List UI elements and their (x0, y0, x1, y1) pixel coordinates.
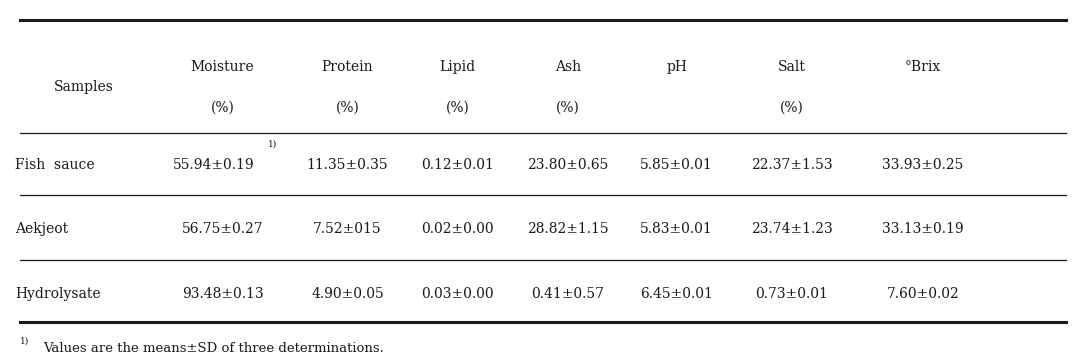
Text: 0.12±0.01: 0.12±0.01 (421, 158, 494, 171)
Text: 0.73±0.01: 0.73±0.01 (755, 287, 829, 301)
Text: Values are the means±SD of three determinations.: Values are the means±SD of three determi… (43, 342, 384, 355)
Text: Moisture: Moisture (191, 60, 254, 74)
Text: Lipid: Lipid (440, 60, 476, 74)
Text: pH: pH (666, 60, 687, 74)
Text: 5.85±0.01: 5.85±0.01 (641, 158, 712, 171)
Text: (%): (%) (446, 100, 469, 114)
Text: 22.37±1.53: 22.37±1.53 (750, 158, 833, 171)
Text: Aekjeot: Aekjeot (15, 222, 68, 236)
Text: 0.03±0.00: 0.03±0.00 (421, 287, 494, 301)
Text: (%): (%) (556, 100, 580, 114)
Text: Salt: Salt (778, 60, 806, 74)
Text: 1): 1) (20, 336, 29, 345)
Text: Samples: Samples (54, 80, 114, 94)
Text: 7.52±015: 7.52±015 (313, 222, 382, 236)
Text: Ash: Ash (555, 60, 581, 74)
Text: (%): (%) (780, 100, 804, 114)
Text: °Brix: °Brix (905, 60, 942, 74)
Text: 7.60±0.02: 7.60±0.02 (887, 287, 959, 301)
Text: (%): (%) (336, 100, 359, 114)
Text: 5.83±0.01: 5.83±0.01 (641, 222, 712, 236)
Text: 55.94±0.19: 55.94±0.19 (173, 158, 255, 171)
Text: 28.82±1.15: 28.82±1.15 (527, 222, 609, 236)
Text: Protein: Protein (321, 60, 374, 74)
Text: 23.80±0.65: 23.80±0.65 (528, 158, 608, 171)
Text: 23.74±1.23: 23.74±1.23 (750, 222, 833, 236)
Text: 0.02±0.00: 0.02±0.00 (421, 222, 494, 236)
Text: 0.41±0.57: 0.41±0.57 (531, 287, 605, 301)
Text: (%): (%) (211, 100, 235, 114)
Text: 33.93±0.25: 33.93±0.25 (883, 158, 963, 171)
Text: 93.48±0.13: 93.48±0.13 (181, 287, 264, 301)
Text: 6.45±0.01: 6.45±0.01 (640, 287, 714, 301)
Text: 4.90±0.05: 4.90±0.05 (312, 287, 383, 301)
Text: Fish  sauce: Fish sauce (15, 158, 94, 171)
Text: 11.35±0.35: 11.35±0.35 (306, 158, 389, 171)
Text: 56.75±0.27: 56.75±0.27 (181, 222, 264, 236)
Text: 33.13±0.19: 33.13±0.19 (882, 222, 964, 236)
Text: 1): 1) (268, 140, 278, 149)
Text: Hydrolysate: Hydrolysate (15, 287, 101, 301)
